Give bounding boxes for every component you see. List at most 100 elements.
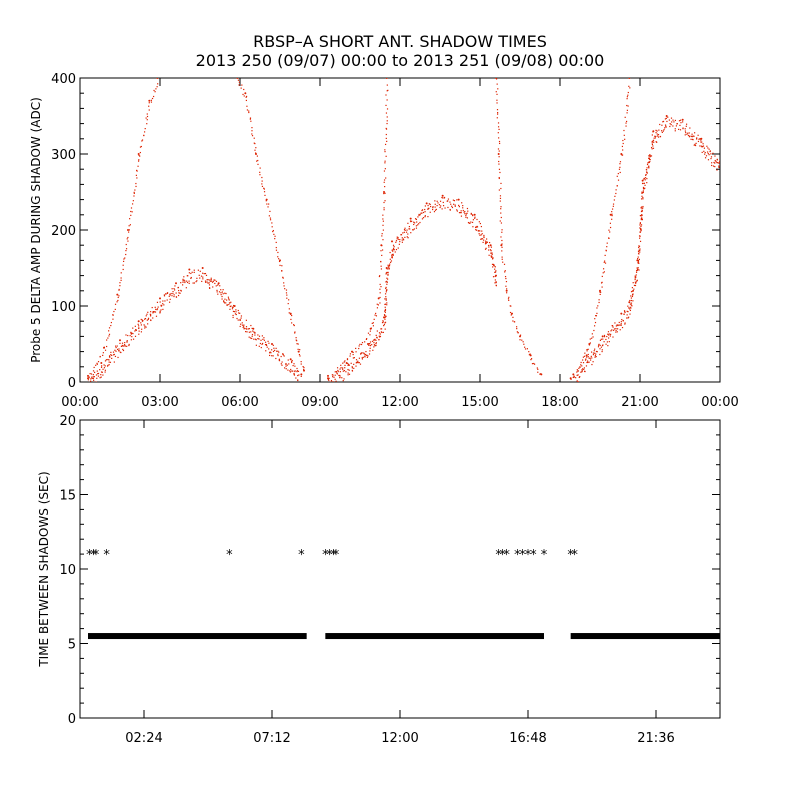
data-point bbox=[384, 200, 386, 202]
data-point bbox=[331, 374, 333, 376]
data-point bbox=[294, 370, 296, 372]
data-point bbox=[100, 366, 103, 368]
data-point bbox=[342, 368, 344, 370]
data-point bbox=[641, 182, 644, 185]
data-point bbox=[263, 191, 266, 193]
data-point bbox=[603, 334, 606, 337]
data-point bbox=[616, 175, 618, 177]
data-point bbox=[668, 119, 670, 121]
data-point bbox=[386, 302, 388, 304]
data-point bbox=[104, 360, 107, 362]
data-point bbox=[679, 129, 682, 131]
data-point bbox=[503, 263, 506, 265]
data-point bbox=[212, 286, 214, 288]
data-point bbox=[674, 128, 676, 130]
data-point bbox=[93, 376, 95, 378]
data-point bbox=[279, 264, 281, 266]
data-point bbox=[626, 96, 629, 98]
data-point bbox=[285, 363, 287, 366]
data-point bbox=[111, 357, 113, 360]
data-point bbox=[415, 218, 418, 221]
data-point bbox=[122, 348, 124, 351]
data-point bbox=[691, 136, 693, 138]
data-point bbox=[491, 252, 493, 254]
data-point bbox=[649, 160, 651, 163]
data-point bbox=[484, 243, 487, 245]
data-point bbox=[128, 225, 130, 227]
data-point bbox=[271, 355, 273, 357]
data-point bbox=[188, 282, 190, 284]
data-point bbox=[339, 377, 341, 379]
data-point bbox=[495, 274, 497, 277]
data-point bbox=[128, 343, 130, 346]
data-point bbox=[223, 302, 226, 304]
data-point bbox=[594, 356, 596, 358]
data-point bbox=[376, 307, 379, 309]
data-point bbox=[231, 306, 234, 308]
data-point bbox=[392, 244, 395, 246]
data-point bbox=[384, 168, 386, 170]
data-point bbox=[651, 134, 653, 136]
data-point bbox=[334, 374, 336, 376]
data-point bbox=[387, 89, 389, 91]
data-point bbox=[530, 359, 532, 361]
data-point bbox=[694, 144, 697, 147]
data-point bbox=[99, 369, 101, 371]
data-point bbox=[657, 134, 660, 136]
data-point bbox=[219, 285, 221, 287]
data-point bbox=[146, 319, 148, 321]
data-point bbox=[162, 303, 164, 305]
data-point bbox=[285, 289, 288, 291]
data-point bbox=[384, 160, 386, 162]
y-axis-label: Probe 5 DELTA AMP DURING SHADOW (ADC) bbox=[29, 97, 43, 363]
star-point: * bbox=[86, 548, 93, 563]
data-point bbox=[363, 353, 365, 355]
data-point bbox=[277, 256, 279, 258]
data-point bbox=[630, 302, 633, 304]
data-point bbox=[353, 367, 355, 369]
data-point bbox=[620, 321, 622, 323]
data-point bbox=[692, 135, 694, 137]
data-point bbox=[193, 271, 195, 273]
data-point bbox=[400, 234, 403, 236]
data-point bbox=[599, 291, 601, 293]
data-point bbox=[644, 179, 646, 181]
data-point bbox=[140, 322, 142, 324]
y-tick-label: 10 bbox=[59, 563, 76, 578]
data-point bbox=[511, 312, 513, 315]
data-point bbox=[297, 343, 299, 345]
data-point bbox=[106, 365, 109, 367]
data-point bbox=[630, 295, 632, 297]
data-point bbox=[391, 240, 393, 243]
data-point bbox=[385, 78, 388, 79]
data-point bbox=[179, 292, 181, 294]
data-point bbox=[662, 120, 665, 123]
data-point bbox=[418, 223, 420, 225]
data-point bbox=[603, 336, 606, 338]
data-point bbox=[299, 355, 301, 357]
data-point bbox=[351, 370, 354, 372]
data-point bbox=[121, 344, 123, 347]
data-point bbox=[419, 214, 421, 216]
data-point bbox=[115, 346, 117, 349]
data-point bbox=[500, 187, 502, 190]
data-point bbox=[451, 205, 453, 207]
data-point bbox=[661, 130, 663, 132]
data-point bbox=[494, 271, 496, 273]
data-point bbox=[635, 282, 637, 284]
data-point bbox=[277, 251, 279, 254]
data-point bbox=[480, 225, 482, 228]
data-point bbox=[89, 372, 91, 375]
star-point: * bbox=[322, 548, 329, 563]
data-point bbox=[137, 323, 139, 325]
data-point bbox=[387, 266, 389, 268]
data-point bbox=[498, 156, 500, 158]
data-point bbox=[127, 229, 129, 231]
data-point bbox=[169, 294, 171, 296]
data-point bbox=[274, 349, 276, 352]
data-point bbox=[573, 375, 575, 377]
data-point bbox=[264, 344, 267, 346]
data-point bbox=[587, 356, 589, 358]
data-point bbox=[373, 344, 376, 346]
data-point bbox=[120, 279, 122, 281]
